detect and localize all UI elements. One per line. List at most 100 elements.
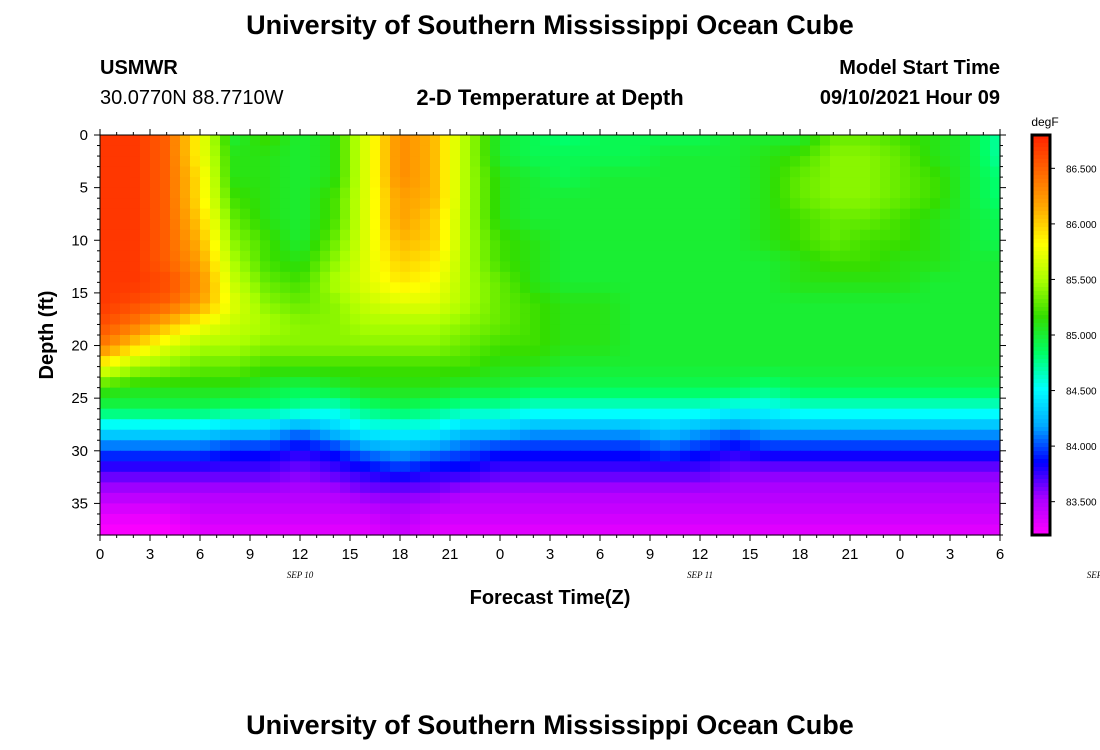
heatmap-cell	[850, 229, 861, 241]
heatmap-cell	[640, 450, 651, 462]
heatmap-cell	[380, 292, 391, 305]
heatmap-cell	[220, 198, 231, 210]
heatmap-cell	[670, 450, 681, 462]
heatmap-cell	[530, 271, 541, 283]
heatmap-cell	[600, 187, 611, 199]
heatmap-cell	[540, 398, 551, 410]
heatmap-cell	[520, 145, 531, 157]
heatmap-cell	[190, 166, 201, 178]
heatmap-cell	[310, 503, 321, 515]
heatmap-cell	[150, 198, 161, 210]
heatmap-cell	[120, 292, 131, 305]
heatmap-cell	[200, 482, 211, 494]
heatmap-cell	[980, 135, 991, 147]
heatmap-cell	[420, 229, 431, 241]
heatmap-cell	[330, 377, 341, 389]
heatmap-cell	[770, 271, 781, 283]
heatmap-cell	[250, 229, 261, 241]
heatmap-cell	[970, 324, 981, 336]
heatmap-cell	[490, 492, 501, 505]
heatmap-cell	[290, 198, 301, 210]
heatmap-cell	[750, 313, 761, 326]
heatmap-cell	[590, 324, 601, 336]
heatmap-cell	[300, 219, 311, 231]
heatmap-cell	[600, 324, 611, 336]
colorbar-segment	[1032, 179, 1050, 184]
heatmap-cell	[250, 408, 261, 420]
heatmap-cell	[940, 513, 951, 526]
heatmap-cell	[270, 513, 281, 526]
heatmap-cell	[990, 419, 1001, 431]
heatmap-cell	[670, 324, 681, 336]
heatmap-cell	[520, 345, 531, 357]
heatmap-cell	[320, 240, 331, 252]
heatmap-cell	[920, 250, 931, 262]
heatmap-cell	[310, 398, 321, 410]
heatmap-cell	[660, 135, 671, 147]
heatmap-cell	[670, 250, 681, 262]
heatmap-cell	[430, 461, 441, 473]
heatmap-cell	[670, 166, 681, 178]
heatmap-cell	[640, 377, 651, 389]
heatmap-cell	[170, 166, 181, 178]
heatmap-cell	[890, 250, 901, 262]
heatmap-cell	[880, 503, 891, 515]
heatmap-cell	[510, 240, 521, 252]
heatmap-cell	[500, 208, 511, 220]
heatmap-cell	[170, 313, 181, 326]
heatmap-cell	[140, 324, 151, 336]
heatmap-cell	[870, 145, 881, 157]
heatmap-cell	[190, 261, 201, 273]
heatmap-cell	[440, 324, 451, 336]
heatmap-cell	[340, 177, 351, 189]
heatmap-cell	[380, 198, 391, 210]
heatmap-cell	[400, 198, 411, 210]
heatmap-cell	[560, 356, 571, 368]
heatmap-cell	[700, 377, 711, 389]
heatmap-cell	[430, 240, 441, 252]
heatmap-cell	[740, 503, 751, 515]
heatmap-cell	[290, 387, 301, 399]
heatmap-cell	[420, 187, 431, 199]
heatmap-cell	[390, 356, 401, 368]
heatmap-cell	[860, 450, 871, 462]
heatmap-cell	[380, 135, 391, 147]
heatmap-cell	[810, 229, 821, 241]
heatmap-cell	[660, 471, 671, 483]
heatmap-cell	[790, 471, 801, 483]
heatmap-cell	[460, 240, 471, 252]
heatmap-cell	[920, 324, 931, 336]
heatmap-cell	[190, 187, 201, 199]
heatmap-cell	[850, 187, 861, 199]
heatmap-cell	[890, 240, 901, 252]
heatmap-cell	[200, 503, 211, 515]
heatmap-cell	[300, 377, 311, 389]
heatmap-cell	[820, 198, 831, 210]
y-tick-label: 10	[71, 232, 88, 249]
heatmap-cell	[690, 324, 701, 336]
heatmap-cell	[970, 335, 981, 347]
heatmap-cell	[850, 208, 861, 220]
heatmap-cell	[630, 208, 641, 220]
heatmap-cell	[870, 282, 881, 294]
heatmap-cell	[860, 387, 871, 399]
heatmap-cell	[310, 387, 321, 399]
heatmap-cell	[680, 524, 691, 536]
heatmap-cell	[970, 198, 981, 210]
heatmap-cell	[610, 303, 621, 315]
heatmap-cell	[960, 166, 971, 178]
heatmap-cell	[530, 450, 541, 462]
heatmap-cell	[320, 492, 331, 505]
heatmap-cell	[580, 145, 591, 157]
colorbar-segment	[1032, 511, 1050, 516]
heatmap-cell	[580, 313, 591, 326]
colorbar-segment	[1032, 507, 1050, 512]
heatmap-cell	[210, 513, 221, 526]
heatmap-cell	[300, 335, 311, 347]
heatmap-cell	[900, 166, 911, 178]
heatmap-cell	[870, 156, 881, 168]
heatmap-cell	[740, 282, 751, 294]
heatmap-cell	[180, 398, 191, 410]
heatmap-cell	[650, 387, 661, 399]
heatmap-cell	[280, 503, 291, 515]
